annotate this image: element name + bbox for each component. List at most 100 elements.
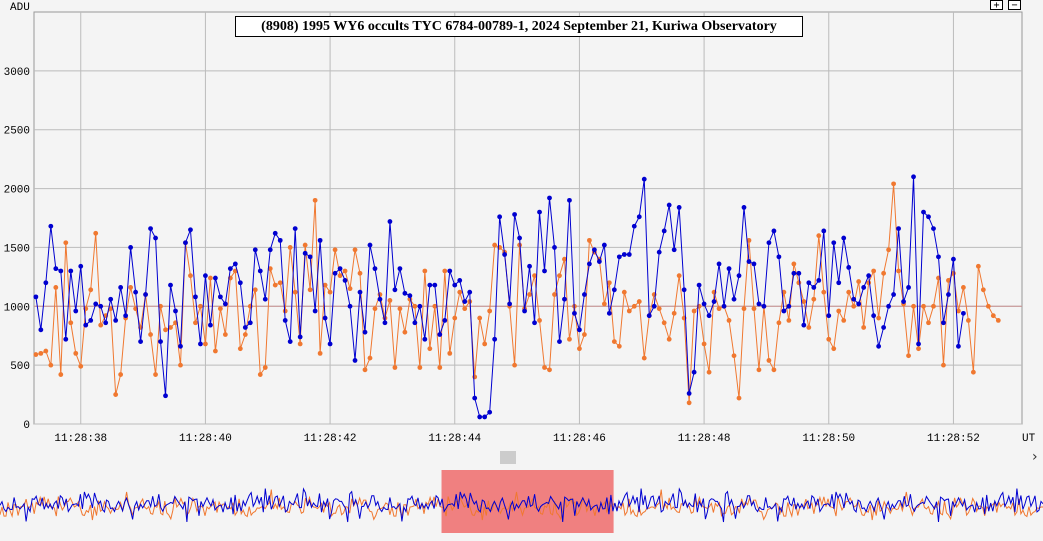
data-point: [557, 339, 562, 344]
y-tick-label: 2500: [4, 126, 30, 138]
data-point: [232, 261, 238, 267]
data-point: [347, 286, 353, 292]
overview-strip[interactable]: [0, 470, 1043, 533]
data-point: [108, 296, 114, 302]
data-point: [58, 372, 64, 377]
y-tick-label: 500: [10, 361, 30, 373]
data-point: [337, 266, 343, 272]
zoom-in-button[interactable]: +: [990, 0, 1003, 11]
data-point: [631, 303, 637, 309]
data-point: [347, 303, 353, 309]
data-point: [965, 318, 971, 323]
data-point: [193, 320, 198, 326]
data-point: [237, 346, 243, 352]
data-point: [756, 367, 762, 373]
data-point: [73, 308, 79, 314]
data-point: [781, 308, 787, 314]
data-point: [756, 301, 762, 307]
data-point: [941, 320, 946, 326]
data-point: [671, 247, 677, 253]
data-point: [98, 303, 104, 309]
data-point: [163, 393, 168, 399]
zoom-out-button[interactable]: −: [1008, 0, 1021, 11]
data-point: [88, 318, 94, 323]
data-point: [437, 332, 443, 337]
data-point: [621, 289, 627, 295]
data-point: [975, 263, 981, 269]
data-point: [746, 237, 752, 243]
data-point: [482, 414, 488, 420]
data-point: [616, 254, 622, 260]
data-point: [691, 369, 697, 375]
data-point: [153, 372, 158, 377]
data-point: [372, 306, 378, 312]
data-point: [362, 329, 368, 335]
data-point: [342, 268, 348, 274]
data-point: [437, 365, 443, 370]
data-point: [791, 270, 797, 276]
data-point: [43, 348, 49, 354]
data-point: [601, 242, 607, 248]
data-point: [796, 280, 802, 286]
data-point: [836, 308, 842, 314]
data-point: [741, 205, 747, 210]
data-point: [856, 279, 862, 284]
data-point: [307, 287, 313, 293]
scroll-right-button[interactable]: ›: [1032, 449, 1038, 465]
data-point: [148, 332, 153, 337]
data-point: [402, 329, 408, 335]
series-layer: [33, 174, 1001, 420]
data-point: [462, 306, 468, 312]
data-point: [362, 367, 368, 373]
x-axis: 11:28:38 11:28:40 11:28:42 11:28:44 11:28:46…: [54, 433, 979, 445]
data-point: [532, 273, 537, 279]
data-point: [586, 261, 592, 267]
data-point: [337, 273, 343, 279]
data-point: [711, 299, 717, 304]
data-point: [666, 336, 672, 342]
data-point: [911, 303, 916, 309]
data-point: [606, 280, 612, 286]
data-point: [118, 372, 124, 377]
data-point: [78, 363, 84, 369]
data-point: [671, 310, 677, 316]
data-point: [896, 268, 901, 274]
data-point: [871, 268, 877, 274]
data-point: [417, 365, 423, 370]
data-point: [402, 290, 408, 296]
data-point: [661, 320, 667, 326]
y-axis: 0 500 1000 1500 2000 2500 3000: [4, 67, 30, 432]
data-point: [746, 259, 752, 264]
data-point: [542, 268, 547, 274]
data-point: [721, 303, 727, 309]
data-point: [931, 226, 936, 231]
data-point: [282, 318, 288, 323]
data-point: [606, 310, 612, 316]
data-point: [956, 308, 961, 314]
scrollbar[interactable]: [0, 448, 1043, 466]
data-point: [582, 332, 587, 337]
data-point: [846, 265, 852, 270]
data-point: [836, 280, 842, 286]
data-point: [462, 299, 468, 304]
data-point: [557, 273, 562, 279]
data-point: [656, 306, 662, 312]
data-point: [641, 176, 647, 182]
data-point: [961, 285, 966, 290]
data-point: [821, 228, 827, 234]
data-point: [616, 343, 622, 349]
data-point: [552, 292, 557, 297]
data-point: [367, 355, 373, 361]
data-point: [183, 240, 188, 246]
data-point: [53, 285, 59, 290]
data-point: [447, 268, 453, 274]
data-point: [222, 332, 228, 337]
scrollbar-thumb[interactable]: [500, 451, 516, 464]
data-point: [272, 282, 278, 288]
data-point: [322, 282, 328, 288]
data-point: [926, 214, 931, 220]
data-point: [532, 320, 537, 326]
data-point: [173, 308, 178, 314]
data-point: [936, 254, 941, 260]
data-point: [198, 303, 203, 309]
